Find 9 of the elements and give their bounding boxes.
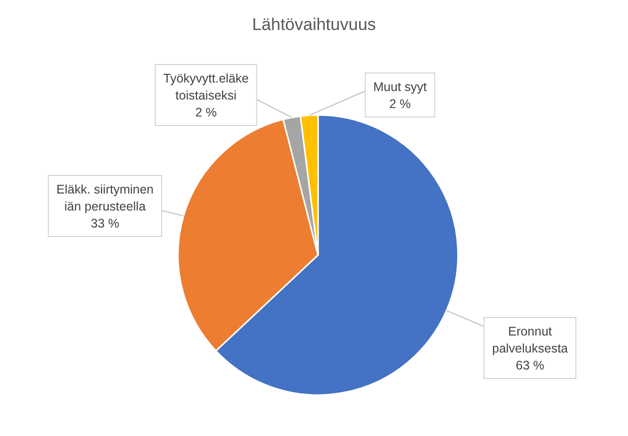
slice-label: Muut syyt [373,80,428,94]
data-label: 33 % [90,216,120,230]
data-label: 63 % [516,358,544,372]
chart-title: Lähtövaihtuvuus [251,14,377,36]
slice-label: Eronnut palveluksesta [492,324,568,356]
slice-label: Eläkk. siirtyminen iän perusteella [56,182,154,214]
data-label: 2 % [195,106,217,120]
data-label: 2 % [389,97,411,111]
slice-label: Työkyvytt.eläke toistaiseksi [163,72,249,102]
